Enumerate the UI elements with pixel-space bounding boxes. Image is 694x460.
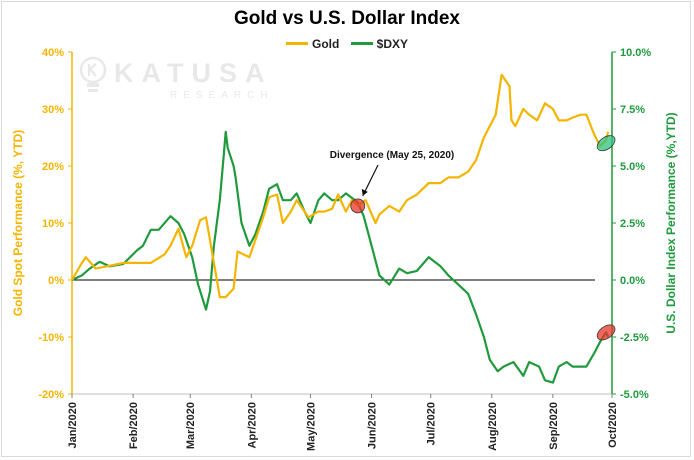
legend-swatch-dxy [350,42,373,45]
right-axis-title: U.S. Dollar Index Performance (%,YTD) [664,112,678,333]
left-tick-label: -20% [38,389,64,401]
annotation-arrow-head [361,188,368,196]
chart-title: Gold vs U.S. Dollar Index [234,8,460,29]
series-line-gold [71,73,610,299]
divergence-annotation: Divergence (May 25, 2020) [330,150,455,161]
left-tick-label: 0% [48,275,64,287]
x-tick-label: Feb/2020 [128,402,140,449]
legend-label-gold: Gold [311,36,340,51]
x-tick-label: Jan/2020 [67,402,79,448]
x-tick-label: Sep/2020 [548,402,560,450]
left-tick-label: 40% [42,47,64,59]
x-tick-label: May/2020 [305,402,317,451]
watermark-sub: RESEARCH [170,90,274,101]
watermark-logo: KATUSA RESEARCH [78,54,268,106]
x-tick-label: Oct/2020 [607,402,619,448]
x-tick-label: Jun/2020 [367,402,379,449]
series-line-dxy [71,130,610,384]
highlight-marker-gold [596,135,616,152]
right-tick-label: -2.5% [620,332,649,344]
highlight-marker-dxy [596,324,616,341]
left-tick-label: 30% [42,104,64,116]
legend-label-dxy: $DXY [376,36,409,51]
right-tick-label: 5.0% [620,161,645,173]
left-tick-label: -10% [38,332,64,344]
chart-legend: Gold $DXY [0,34,694,51]
watermark-name: KATUSA [114,58,273,88]
lightbulb-icon [79,56,107,92]
right-tick-label: 0.0% [620,275,645,287]
x-tick-label: Jul/2020 [426,402,438,445]
left-tick-label: 10% [42,218,64,230]
x-tick-label: Mar/2020 [185,402,197,449]
left-axis-title: Gold Spot Performance (%, YTD) [11,130,25,316]
right-tick-label: 2.5% [620,218,645,230]
left-tick-label: 20% [42,161,64,173]
right-tick-label: 10.0% [620,47,651,59]
legend-swatch-gold [285,42,308,45]
legend-item-gold: Gold [285,36,340,51]
right-tick-label: -5.0% [620,389,649,401]
highlight-marker-gold [350,198,366,214]
legend-item-dxy: $DXY [350,36,409,51]
right-tick-label: 7.5% [620,104,645,116]
x-tick-label: Aug/2020 [487,402,499,451]
x-tick-label: Apr/2020 [246,402,258,448]
